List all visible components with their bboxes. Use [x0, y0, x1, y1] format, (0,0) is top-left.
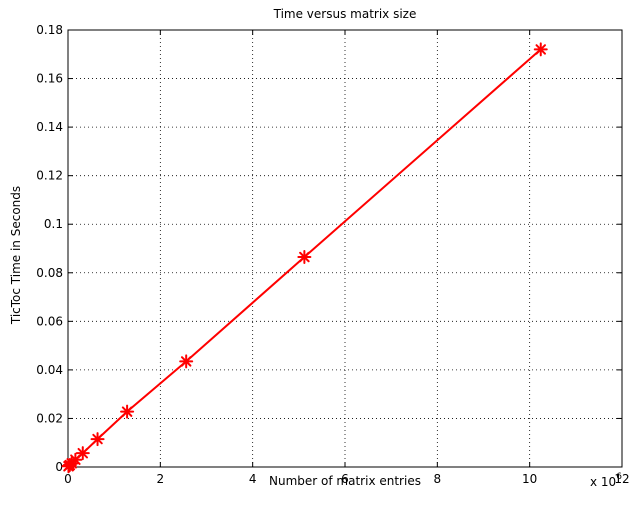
- data-point-marker: [180, 355, 192, 367]
- x-tick-label: 2: [157, 472, 165, 486]
- data-point-marker: [535, 43, 547, 55]
- x-tick-label: 6: [341, 472, 349, 486]
- y-tick-label: 0.06: [36, 314, 63, 328]
- y-tick-label: 0.18: [36, 23, 63, 37]
- data-point-marker: [77, 447, 89, 459]
- y-tick-label: 0.1: [44, 217, 63, 231]
- x-tick-label: 12: [614, 472, 629, 486]
- y-tick-label: 0.04: [36, 363, 63, 377]
- x-tick-label: 4: [249, 472, 257, 486]
- data-point-marker: [92, 433, 104, 445]
- y-tick-label: 0.08: [36, 266, 63, 280]
- y-axis-label: TicToc Time in Seconds: [9, 186, 23, 325]
- chart-title: Time versus matrix size: [273, 7, 417, 21]
- y-tick-label: 0.14: [36, 120, 63, 134]
- x-tick-label: 0: [64, 472, 72, 486]
- data-point-marker: [298, 251, 310, 263]
- x-axis-exponent-base: x 10: [590, 475, 616, 489]
- x-tick-label: 8: [434, 472, 442, 486]
- data-point-marker: [121, 406, 133, 418]
- y-tick-label: 0.16: [36, 72, 63, 86]
- y-tick-label: 0.02: [36, 411, 63, 425]
- x-tick-label: 10: [522, 472, 537, 486]
- y-tick-label: 0.12: [36, 169, 63, 183]
